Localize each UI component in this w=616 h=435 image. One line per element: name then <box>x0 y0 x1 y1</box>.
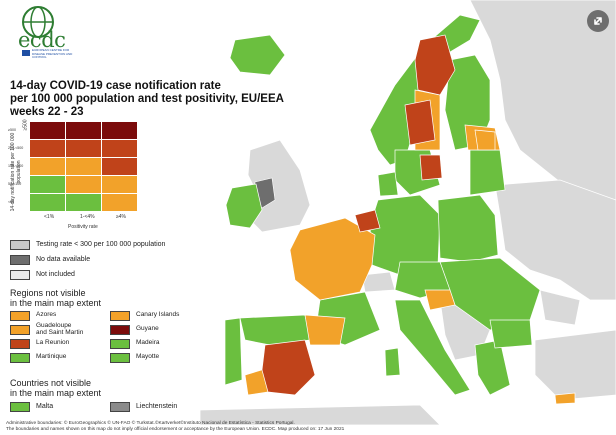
region-label: Azores <box>36 311 57 318</box>
region-spain-south <box>261 339 316 396</box>
legend-testing-rate: Testing rate < 300 per 100 000 populatio… <box>36 241 166 248</box>
swatch-no-data <box>10 255 30 265</box>
matrix-y-label: 14-day notification rate per 100 000 pop… <box>10 132 22 212</box>
region-portugal <box>224 317 243 386</box>
title-line-1: 14-day COVID-19 case notification rate <box>10 80 221 92</box>
country-swatch <box>110 402 130 412</box>
matrix-cell <box>30 176 65 193</box>
region-italy <box>394 299 471 396</box>
matrix-cell <box>66 158 101 175</box>
matrix-cell <box>102 122 137 139</box>
eu-flag-icon <box>22 50 30 56</box>
matrix-grid: ≥500 200-<500 100-<200 50-<100 <50 <box>8 122 138 212</box>
matrix-cell <box>30 194 65 211</box>
footer-line-2: The boundaries and names shown on this m… <box>6 427 345 432</box>
matrix-cell <box>30 158 65 175</box>
region-swatch <box>110 311 130 321</box>
region-label: Guadeloupe and Saint Martin <box>36 322 84 336</box>
region-north-africa <box>199 404 441 426</box>
region-moldova-east <box>539 289 581 326</box>
title-line-3: weeks 22 - 23 <box>10 106 84 118</box>
globe-icon <box>22 6 54 38</box>
legend-not-included: Not included <box>36 271 75 278</box>
matrix-cell <box>30 122 65 139</box>
country-label: Malta <box>36 403 54 410</box>
expand-button[interactable] <box>587 10 609 32</box>
region-ireland <box>225 183 263 229</box>
matrix-y-tick: 100-<200 <box>8 164 24 168</box>
footer-line-1: Administrative boundaries: © EuroGeograp… <box>6 421 295 426</box>
region-swatch <box>110 325 130 335</box>
matrix-x-tick-1: <1% <box>44 214 55 220</box>
matrix-cell <box>66 194 101 211</box>
region-label: Madeira <box>136 339 160 346</box>
country-label: Liechtenstein <box>136 403 178 410</box>
country-swatch <box>10 402 30 412</box>
matrix-y-tick: 50-<100 <box>8 182 22 186</box>
matrix-y-tick: <50 <box>8 200 15 204</box>
region-swatch <box>10 339 30 349</box>
region-sweden-east <box>419 154 443 181</box>
expand-icon <box>594 17 602 25</box>
matrix-y-tick: ≥500 <box>8 128 16 132</box>
title-line-2: per 100 000 population and test positivi… <box>10 93 284 105</box>
map-title: 14-day COVID-19 case notification rate p… <box>10 80 284 119</box>
region-sweden-north <box>414 34 456 96</box>
countries-heading: Countries not visible in the main map ex… <box>10 378 102 398</box>
region-denmark <box>377 171 399 197</box>
matrix-cell <box>102 176 137 193</box>
matrix-cell <box>66 176 101 193</box>
ecdc-logo: ecdc EUROPEAN CENTRE FOR DISEASE PREVENT… <box>8 4 88 60</box>
matrix-cell <box>102 194 137 211</box>
matrix-x-tick-3: ≥4% <box>116 214 126 220</box>
legend-no-data: No data available <box>36 256 91 263</box>
region-poland <box>437 194 499 263</box>
region-finland-south <box>474 129 496 151</box>
logo-text: ecdc <box>18 28 66 52</box>
matrix-cell <box>66 122 101 139</box>
region-greece <box>474 339 511 396</box>
region-sardinia <box>384 347 401 377</box>
region-swatch <box>10 353 30 363</box>
region-croatia <box>424 289 456 311</box>
region-france <box>289 217 376 301</box>
matrix-cell <box>66 140 101 157</box>
region-label: Mayotte <box>136 353 160 360</box>
region-label: Canary Islands <box>136 311 180 318</box>
region-belarus-ukraine <box>494 179 616 301</box>
region-label: Martinique <box>36 353 67 360</box>
matrix-x-tick-2: 1-<4% <box>80 214 95 220</box>
matrix-cell <box>102 140 137 157</box>
region-iceland <box>229 34 286 76</box>
region-russia-north <box>469 0 616 201</box>
region-spain-east <box>304 314 346 346</box>
region-label: La Reunion <box>36 339 70 346</box>
region-cyprus <box>554 392 576 405</box>
legend-grey: Testing rate < 300 per 100 000 populatio… <box>10 240 210 280</box>
countries-legend: Malta Liechtenstein <box>10 402 190 416</box>
matrix-cell <box>102 158 137 175</box>
region-swatch <box>10 311 30 321</box>
region-label: Guyane <box>136 325 159 332</box>
region-sweden-central <box>404 99 436 146</box>
regions-heading: Regions not visible in the main map exte… <box>10 288 102 308</box>
region-swatch <box>110 353 130 363</box>
logo-subtitle: EUROPEAN CENTRE FOR DISEASE PREVENTION A… <box>32 48 73 59</box>
matrix-x-label: Positivity rate <box>68 224 98 230</box>
region-swatch <box>10 325 30 335</box>
region-turkey <box>534 329 616 401</box>
region-swatch <box>110 339 130 349</box>
region-netherlands <box>354 209 381 233</box>
matrix-y-tick: 200-<500 <box>8 146 24 150</box>
swatch-testing-rate <box>10 240 30 250</box>
legend-matrix: 14-day notification rate per 100 000 pop… <box>8 119 143 235</box>
region-baltics <box>469 149 506 196</box>
region-bulgaria <box>489 319 533 349</box>
matrix-cell <box>30 140 65 157</box>
regions-legend: Azores Canary Islands Guadeloupe and Saint… <box>10 311 190 367</box>
matrix-y-tick: ≥500 <box>22 119 29 131</box>
swatch-not-included <box>10 270 30 280</box>
